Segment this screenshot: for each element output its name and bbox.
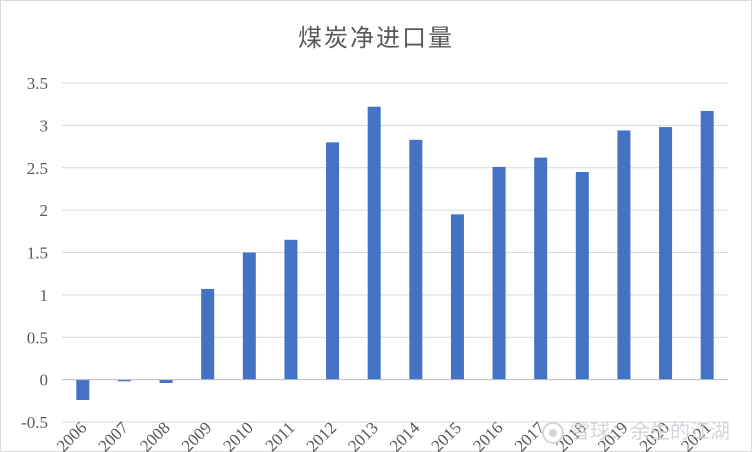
bar-2016 (492, 166, 506, 380)
x-tick-label-2009: 2009 (178, 418, 215, 452)
x-tick-label-2014: 2014 (386, 418, 424, 452)
x-tick-label-2011: 2011 (261, 418, 298, 452)
y-tick-label: 1 (40, 286, 49, 305)
y-tick-label: 3 (40, 116, 49, 135)
bar-2015 (450, 214, 464, 380)
bar-2007 (117, 379, 131, 382)
y-tick-label: 2 (40, 201, 49, 220)
bar-2018 (575, 171, 589, 380)
watermark-text: 雪球：余生的江湖 (570, 419, 730, 443)
x-tick-label-2016: 2016 (469, 418, 506, 452)
y-tick-label: 1.5 (27, 244, 48, 263)
y-tick-label: 0 (40, 371, 49, 390)
x-tick-label-2007: 2007 (95, 418, 133, 452)
bar-2006 (76, 379, 90, 400)
bar-2009 (201, 288, 215, 380)
bar-2011 (284, 239, 298, 380)
y-tick-label: -0.5 (21, 413, 48, 432)
bar-2021 (700, 110, 714, 380)
y-tick-label: 0.5 (27, 328, 48, 347)
x-tick-label-2013: 2013 (344, 418, 381, 452)
y-tick-label: 3.5 (27, 74, 48, 93)
bar-2019 (617, 130, 631, 380)
chart-title: 煤炭净进口量 (298, 24, 454, 52)
x-tick-label-2010: 2010 (219, 418, 256, 452)
x-tick-label-2006: 2006 (53, 418, 90, 452)
x-tick-label-2008: 2008 (136, 418, 173, 452)
bar-2013 (367, 106, 381, 380)
snowball-logo-icon (542, 421, 564, 444)
watermark: 雪球：余生的江湖 (542, 415, 730, 444)
y-tick-label: 2.5 (27, 159, 48, 178)
bar-2017 (534, 157, 548, 380)
bar-2012 (326, 142, 340, 380)
bar-2008 (159, 379, 173, 384)
y-axis-tick-labels: -0.5 0 0.5 1 1.5 2 2.5 3 3.5 (21, 74, 48, 432)
bar-2010 (242, 252, 256, 380)
x-tick-label-2012: 2012 (303, 418, 340, 452)
bars (76, 106, 714, 400)
bar-2014 (409, 139, 423, 380)
bar-2020 (659, 127, 673, 380)
x-tick-label-2015: 2015 (428, 418, 465, 452)
